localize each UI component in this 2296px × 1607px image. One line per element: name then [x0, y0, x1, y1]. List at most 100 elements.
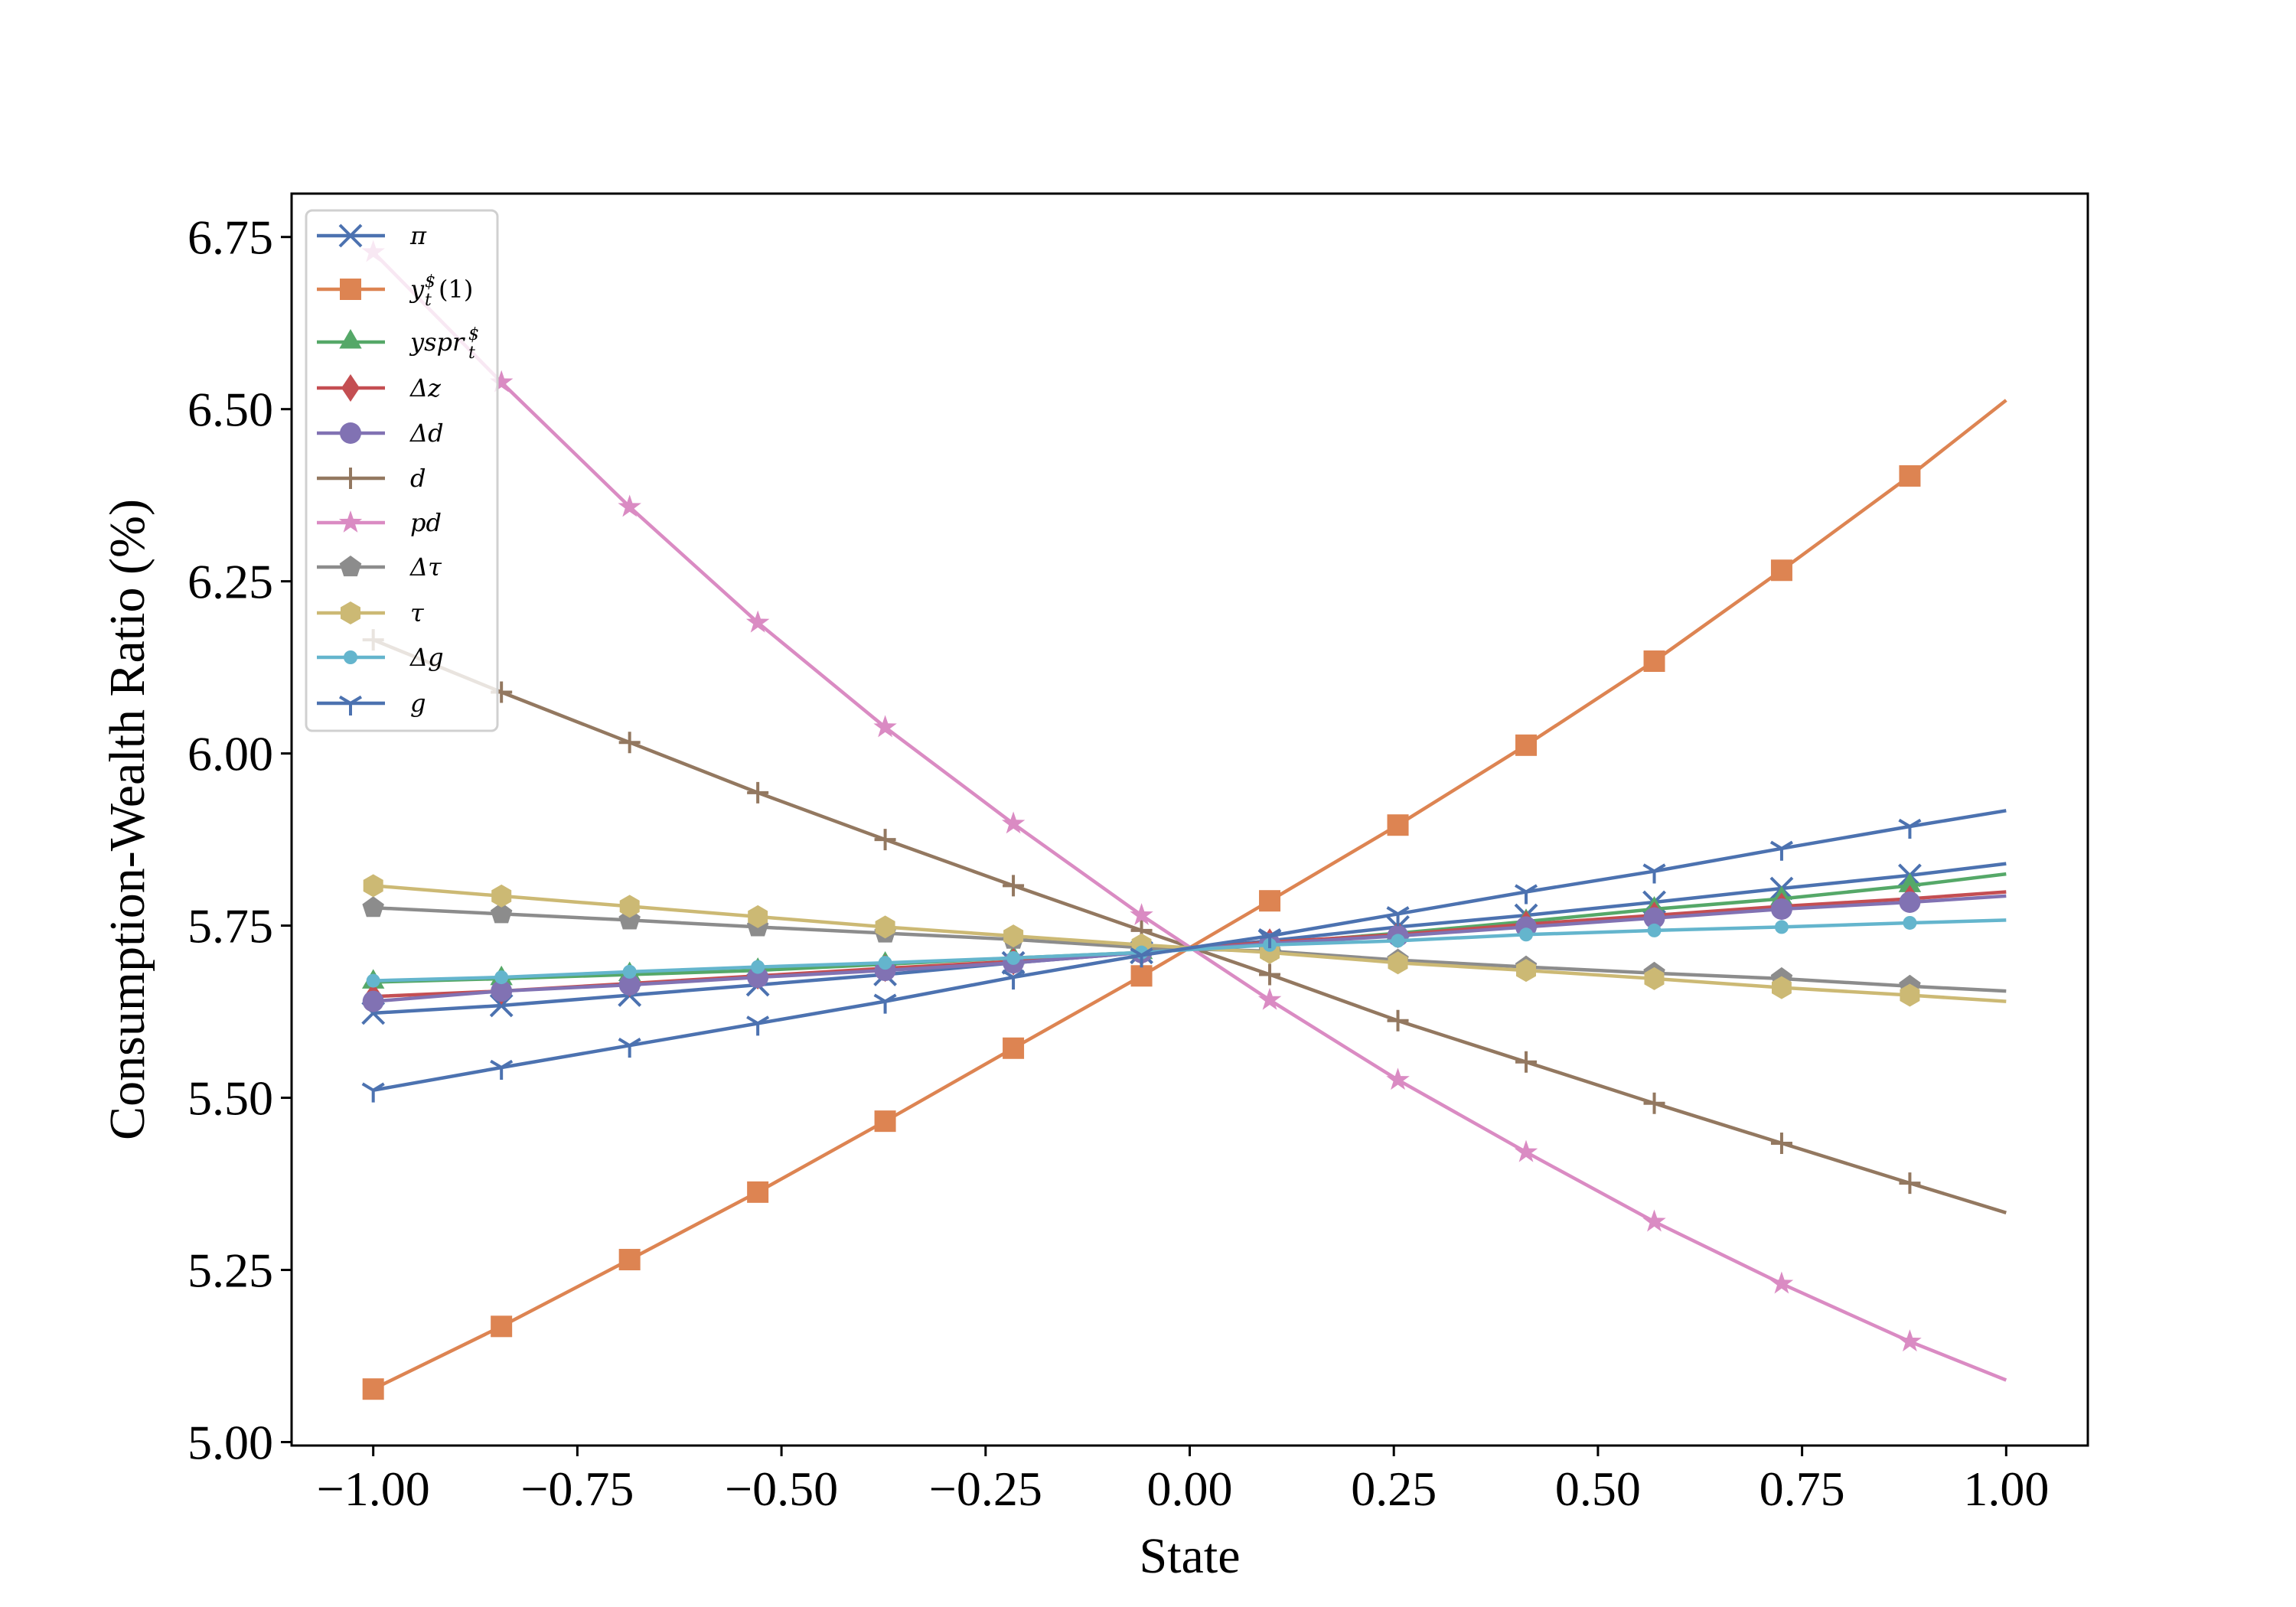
data-point — [747, 781, 769, 804]
x-tick-label: −1.00 — [317, 1462, 430, 1516]
data-point — [618, 973, 641, 996]
data-point — [1386, 1068, 1410, 1090]
data-point — [874, 829, 896, 851]
data-point — [618, 1249, 641, 1271]
data-point — [874, 1110, 896, 1133]
legend-marker — [340, 422, 361, 444]
legend-entry: d — [317, 464, 426, 493]
legend-label: Δd — [409, 419, 444, 448]
x-tick-label: 1.00 — [1963, 1462, 2049, 1516]
y-axis: 5.00 5.25 5.50 5.75 6.00 6.25 6.50 6.75 — [188, 210, 292, 1470]
data-point — [1899, 1172, 1921, 1195]
data-point — [1515, 1051, 1538, 1073]
data-point — [362, 1378, 384, 1400]
data-point — [1514, 1139, 1538, 1162]
data-point — [362, 990, 384, 1012]
data-point — [490, 902, 513, 924]
legend-entry: g — [317, 689, 426, 718]
data-point — [1898, 818, 1922, 839]
data-point — [490, 1059, 514, 1080]
y-tick-label: 6.50 — [188, 383, 273, 437]
data-point — [491, 1315, 513, 1338]
data-point — [1899, 464, 1921, 487]
legend-marker — [344, 650, 357, 664]
x-tick-label: −0.75 — [520, 1462, 634, 1516]
x-tick-label: 0.75 — [1760, 1462, 1845, 1516]
data-point — [1003, 1037, 1025, 1059]
legend-label: g — [410, 689, 426, 718]
data-point — [1515, 884, 1538, 905]
legend-marker — [340, 279, 361, 300]
legend-marker — [341, 374, 360, 402]
data-point — [1643, 1092, 1665, 1114]
legend-entry: Δd — [317, 419, 444, 448]
data-point — [490, 370, 514, 393]
data-point — [1643, 650, 1665, 673]
legend-entry: pd — [317, 508, 442, 537]
data-point — [1898, 1329, 1922, 1352]
data-point — [746, 1015, 770, 1036]
legend: π y$ t (1) yspr $ t Δz Δd d pd Δτ τ Δg g — [305, 209, 499, 732]
y-tick-label: 5.50 — [188, 1071, 273, 1126]
data-point — [1257, 987, 1282, 1010]
data-point — [1003, 924, 1024, 948]
data-point — [1774, 920, 1789, 934]
data-point — [1643, 907, 1665, 929]
y-tick-label: 5.25 — [188, 1244, 273, 1298]
series-9 — [366, 915, 2007, 988]
data-point — [363, 874, 383, 898]
y-tick-label: 6.75 — [188, 210, 273, 265]
data-point — [1391, 934, 1405, 948]
series-5 — [362, 629, 2007, 1214]
data-point — [747, 966, 769, 989]
legend-marker — [339, 556, 362, 577]
data-point — [619, 895, 640, 918]
x-tick-label: 0.25 — [1351, 1462, 1437, 1516]
legend-label: Δτ — [409, 553, 442, 582]
data-point — [1903, 915, 1917, 930]
data-point — [622, 964, 637, 979]
data-point — [745, 610, 770, 633]
data-point — [878, 956, 892, 970]
data-point — [491, 980, 513, 1002]
data-point — [1898, 872, 1922, 892]
data-point — [1519, 927, 1534, 942]
data-point — [1006, 950, 1021, 965]
data-point — [875, 915, 895, 939]
data-point — [366, 973, 380, 988]
legend-label: y$ t (1) — [409, 272, 473, 310]
data-point — [361, 1082, 385, 1103]
data-point — [1770, 898, 1792, 920]
data-point — [1386, 906, 1410, 927]
data-point — [1900, 983, 1920, 1007]
legend-label: τ — [410, 598, 425, 627]
data-point — [362, 896, 384, 918]
series-10 — [361, 809, 2007, 1103]
legend-entry: yspr $ t — [317, 325, 479, 363]
data-point — [1515, 734, 1538, 756]
data-point — [747, 1181, 769, 1203]
y-tick-label: 5.75 — [188, 899, 273, 953]
y-tick-label: 6.00 — [188, 727, 273, 781]
legend-marker — [338, 223, 363, 248]
data-point — [1387, 1009, 1409, 1032]
data-point — [491, 884, 512, 908]
data-point — [1899, 891, 1921, 913]
data-point — [494, 970, 509, 985]
data-point — [1001, 811, 1026, 834]
data-point — [751, 960, 765, 974]
legend-entry: Δτ — [317, 553, 442, 582]
data-point — [1516, 959, 1536, 983]
data-point — [1769, 1271, 1794, 1294]
legend-entry: π — [317, 221, 427, 250]
legend-label: pd — [410, 508, 442, 537]
x-tick-label: 0.00 — [1147, 1462, 1233, 1516]
data-point — [873, 993, 897, 1014]
x-tick-label: −0.25 — [929, 1462, 1042, 1516]
legend-label: d — [410, 464, 426, 493]
legend-label: Δg — [409, 643, 444, 672]
data-point — [1002, 969, 1026, 990]
data-point — [1769, 840, 1793, 861]
legend-marker — [340, 468, 361, 489]
